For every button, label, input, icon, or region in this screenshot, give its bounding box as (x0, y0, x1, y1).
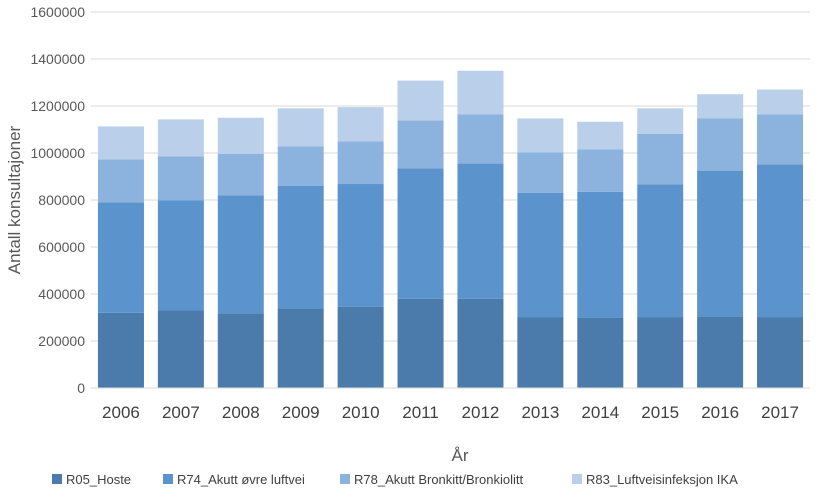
bar-segment (577, 191, 624, 318)
y-tick-label: 400000 (38, 286, 85, 302)
bar-segment (637, 317, 684, 388)
bar-segment (577, 149, 624, 192)
y-tick-label: 800000 (38, 192, 85, 208)
x-tick-label: 2007 (162, 403, 200, 422)
y-tick-label: 200000 (38, 333, 85, 349)
bar-segment (217, 117, 264, 154)
bar-segment (337, 184, 384, 307)
bar-segment (637, 184, 684, 318)
legend-label: R83_Luftveisinfeksjon IKA (586, 472, 738, 487)
y-axis-label: Antall konsultajoner (5, 125, 24, 274)
x-tick-label: 2017 (761, 403, 799, 422)
bar-segment (457, 163, 504, 299)
legend-label: R74_Akutt øvre luftvei (177, 472, 305, 487)
bar-segment (757, 114, 804, 165)
bar-segment (397, 120, 444, 169)
x-tick-label: 2014 (581, 403, 619, 422)
bar-segment (97, 126, 144, 160)
bar-segment (577, 317, 624, 388)
bar-segment (697, 118, 744, 171)
bar-segment (277, 146, 324, 186)
legend-swatch (163, 474, 173, 484)
bar-segment (517, 152, 564, 193)
bar-segment (457, 70, 504, 115)
legend-swatch (52, 474, 62, 484)
legend-label: R78_Akutt Bronkitt/Bronkiolitt (354, 472, 523, 487)
y-axis-ticks: 0 200000 400000 600000 800000 1000000 1200000 1… (30, 4, 85, 396)
bar-segment (217, 153, 264, 196)
bar-segment (277, 185, 324, 309)
bar-segment (697, 170, 744, 317)
bar-segment (757, 164, 804, 318)
y-tick-label: 600000 (38, 239, 85, 255)
x-tick-label: 2010 (342, 403, 380, 422)
y-tick-label: 0 (77, 380, 85, 396)
bar-segment (397, 168, 444, 299)
bar-segment (457, 114, 504, 164)
x-tick-label: 2008 (222, 403, 260, 422)
bar-segment (277, 108, 324, 147)
bars (97, 70, 804, 388)
bar-segment (97, 312, 144, 388)
bar-segment (637, 108, 684, 134)
bar-segment (397, 298, 444, 388)
y-tick-label: 1000000 (30, 145, 85, 161)
bar-segment (337, 306, 384, 388)
bar-segment (157, 156, 204, 201)
x-tick-label: 2006 (102, 403, 140, 422)
x-axis-ticks: 2006 2007 2008 2009 2010 2011 2012 2013 2014 2015… (102, 403, 799, 422)
bar-segment (517, 317, 564, 388)
bar-segment (157, 119, 204, 157)
gridlines (91, 11, 810, 342)
bar-segment (757, 317, 804, 388)
y-tick-label: 1600000 (30, 4, 85, 20)
x-tick-label: 2012 (462, 403, 500, 422)
bar-segment (637, 133, 684, 185)
y-tick-label: 1200000 (30, 98, 85, 114)
bar-segment (697, 316, 744, 388)
bar-segment (97, 202, 144, 313)
bar-segment (217, 195, 264, 314)
bar-segment (757, 89, 804, 115)
legend-swatch (572, 474, 582, 484)
x-tick-label: 2009 (282, 403, 320, 422)
bar-segment (697, 94, 744, 119)
bar-segment (157, 310, 204, 388)
x-tick-label: 2013 (521, 403, 559, 422)
bar-segment (337, 107, 384, 142)
x-tick-label: 2016 (701, 403, 739, 422)
bar-segment (277, 308, 324, 388)
bar-segment (397, 80, 444, 121)
bar-segment (157, 200, 204, 311)
bar-segment (337, 141, 384, 185)
x-axis-label: År (452, 446, 469, 465)
x-tick-label: 2011 (402, 403, 439, 422)
legend: R05_Hoste R74_Akutt øvre luftvei R78_Akutt… (52, 472, 738, 487)
y-tick-label: 1400000 (30, 51, 85, 67)
bar-segment (517, 192, 564, 318)
x-tick-label: 2015 (641, 403, 679, 422)
bar-segment (217, 313, 264, 388)
legend-label: R05_Hoste (66, 472, 131, 487)
bar-segment (577, 121, 624, 150)
bar-segment (97, 159, 144, 203)
legend-swatch (340, 474, 350, 484)
bar-segment (457, 298, 504, 388)
bar-segment (517, 118, 564, 153)
